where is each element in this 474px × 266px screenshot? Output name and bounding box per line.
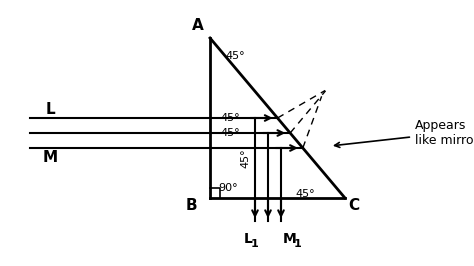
Text: B: B xyxy=(185,198,197,214)
Text: 1: 1 xyxy=(294,239,302,249)
Text: M: M xyxy=(43,151,57,165)
Text: L: L xyxy=(45,102,55,117)
Text: 45°: 45° xyxy=(220,113,240,123)
Text: 1: 1 xyxy=(251,239,259,249)
Text: 90°: 90° xyxy=(218,183,237,193)
Text: 45°: 45° xyxy=(220,128,240,138)
Text: M: M xyxy=(283,232,297,246)
Text: 45°: 45° xyxy=(295,189,315,199)
Text: 45°: 45° xyxy=(240,148,250,168)
Text: C: C xyxy=(348,198,359,214)
Text: 45°: 45° xyxy=(225,51,245,61)
Text: A: A xyxy=(192,19,204,34)
Text: Appears
like mirror: Appears like mirror xyxy=(335,119,474,147)
Text: L: L xyxy=(244,232,253,246)
